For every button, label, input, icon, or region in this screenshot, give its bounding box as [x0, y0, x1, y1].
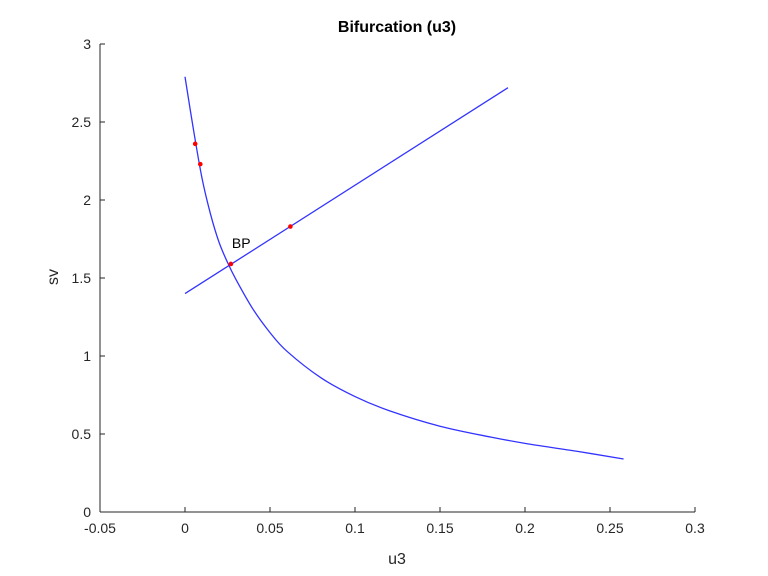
x-tick-label: 0.05 [256, 520, 283, 536]
y-tick-label: 2.5 [72, 114, 92, 130]
series-line-1 [184, 76, 624, 460]
x-tick-label: 0.1 [345, 520, 365, 536]
data-point-marker [192, 141, 198, 147]
y-axis-label: sv [45, 269, 62, 285]
series-line-2 [184, 87, 509, 295]
x-tick-label: 0.15 [426, 520, 453, 536]
x-tick-label: 0.2 [515, 520, 535, 536]
data-point-marker [228, 261, 234, 267]
y-tick-label: 2 [83, 192, 91, 208]
x-tick-label: 0 [181, 520, 189, 536]
y-tick-label: 1 [83, 348, 91, 364]
data-point-marker [288, 224, 293, 229]
y-tick-label: 0 [83, 504, 91, 520]
x-tick-label: -0.05 [84, 520, 116, 536]
y-tick-label: 1.5 [72, 270, 92, 286]
data-point-marker [198, 161, 203, 167]
y-tick-label: 0.5 [72, 426, 92, 442]
chart-title: Bifurcation (u3) [338, 19, 456, 36]
x-axis-label: u3 [388, 551, 406, 568]
x-tick-label: 0.25 [596, 520, 623, 536]
y-tick-label: 3 [83, 36, 91, 52]
x-tick-label: 0.3 [685, 520, 705, 536]
bp-annotation-label: BP [232, 235, 251, 251]
